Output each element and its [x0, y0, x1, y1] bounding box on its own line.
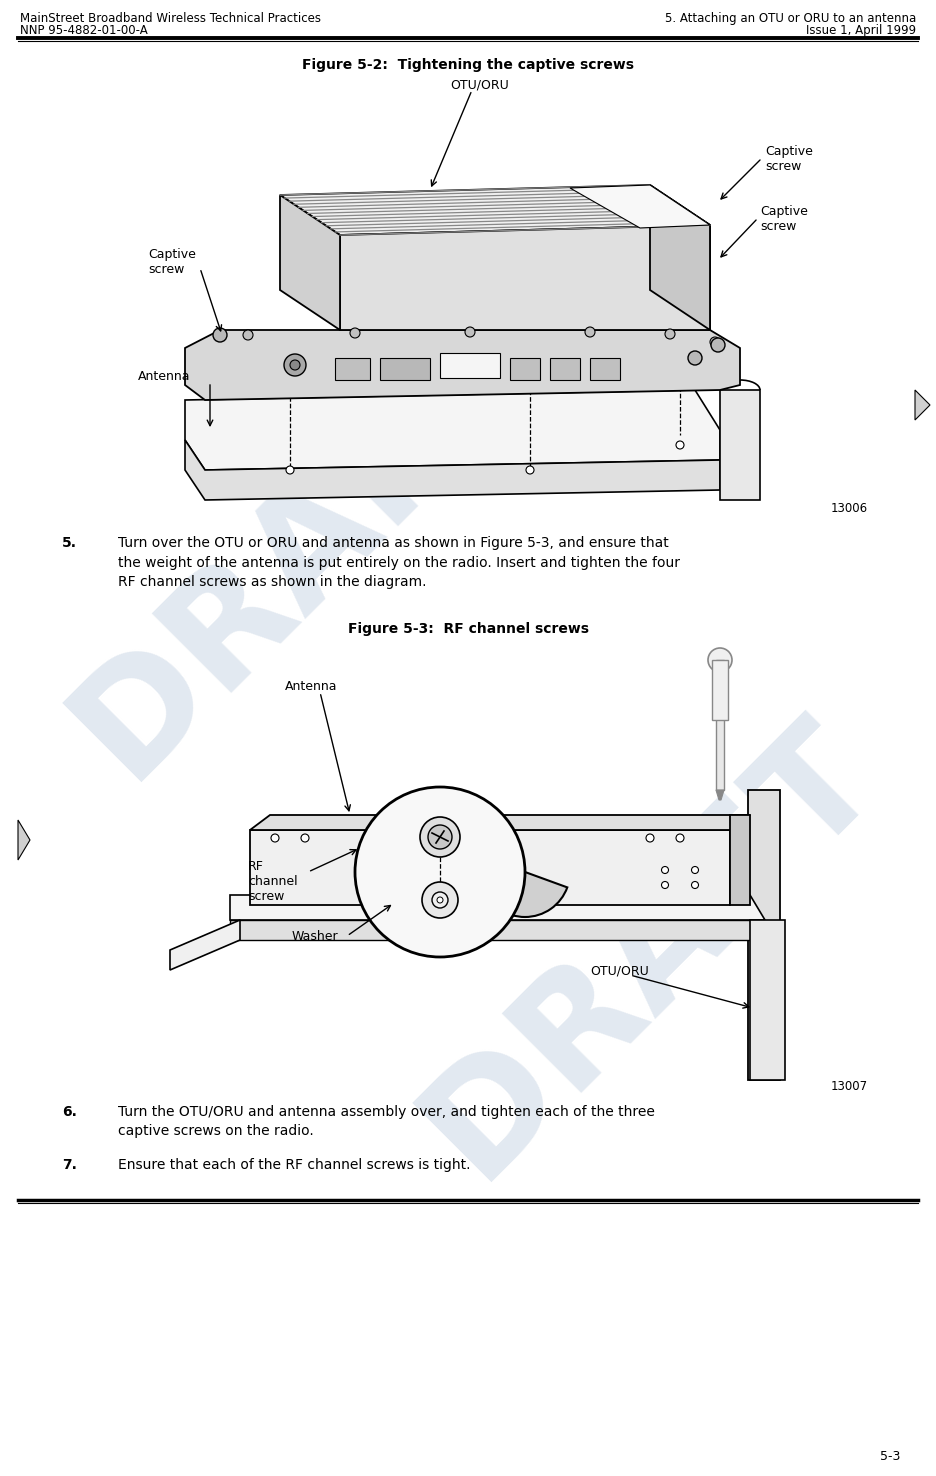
Text: 7.: 7.: [62, 1159, 77, 1172]
Polygon shape: [650, 184, 710, 331]
Polygon shape: [340, 224, 710, 331]
Text: 5-3: 5-3: [880, 1449, 900, 1463]
Text: 5.: 5.: [62, 536, 77, 551]
Bar: [712, 660, 728, 720]
Polygon shape: [716, 790, 724, 800]
Bar: [440, 353, 500, 378]
Circle shape: [213, 328, 227, 342]
Circle shape: [432, 892, 448, 908]
Text: RF
channel
screw: RF channel screw: [248, 861, 298, 903]
Text: MainStreet Broadband Wireless Technical Practices: MainStreet Broadband Wireless Technical …: [20, 12, 321, 25]
Circle shape: [526, 466, 534, 474]
Bar: [335, 359, 370, 379]
Text: DRAFT: DRAFT: [45, 295, 555, 804]
Circle shape: [428, 825, 452, 849]
Bar: [380, 359, 430, 379]
Polygon shape: [280, 195, 340, 331]
Polygon shape: [748, 790, 780, 1080]
Bar: [550, 359, 580, 379]
Polygon shape: [230, 920, 765, 940]
Polygon shape: [750, 920, 785, 1080]
Polygon shape: [185, 331, 740, 400]
Text: 13006: 13006: [831, 502, 868, 515]
Polygon shape: [730, 815, 750, 905]
Circle shape: [692, 866, 698, 874]
Text: Captive
screw: Captive screw: [760, 205, 808, 233]
Polygon shape: [185, 440, 720, 500]
Circle shape: [692, 881, 698, 889]
Circle shape: [243, 331, 253, 339]
Circle shape: [350, 328, 360, 338]
Text: Turn over the OTU or ORU and antenna as shown in Figure 5-3, and ensure that
the: Turn over the OTU or ORU and antenna as …: [118, 536, 680, 589]
Circle shape: [646, 834, 654, 841]
Text: Captive
screw: Captive screw: [765, 145, 812, 173]
Circle shape: [290, 360, 300, 370]
Circle shape: [662, 881, 668, 889]
Circle shape: [711, 338, 725, 351]
Bar: [510, 359, 540, 379]
Polygon shape: [230, 894, 765, 920]
Circle shape: [422, 883, 458, 918]
Text: OTU/ORU: OTU/ORU: [590, 965, 649, 979]
Polygon shape: [250, 830, 730, 905]
Polygon shape: [280, 184, 710, 235]
Circle shape: [585, 328, 595, 337]
Text: NNP 95-4882-01-00-A: NNP 95-4882-01-00-A: [20, 24, 148, 37]
Circle shape: [710, 337, 720, 347]
Text: 6.: 6.: [62, 1106, 77, 1119]
Circle shape: [662, 866, 668, 874]
Circle shape: [355, 787, 525, 956]
Text: Antenna: Antenna: [285, 680, 338, 694]
Polygon shape: [170, 920, 240, 970]
Text: Figure 5-3:  RF channel screws: Figure 5-3: RF channel screws: [347, 621, 589, 636]
Circle shape: [688, 351, 702, 365]
Circle shape: [286, 466, 294, 474]
Circle shape: [676, 834, 684, 841]
Bar: [590, 359, 620, 379]
Circle shape: [437, 897, 443, 903]
Circle shape: [284, 354, 306, 376]
Text: Issue 1, April 1999: Issue 1, April 1999: [806, 24, 916, 37]
Text: Washer: Washer: [292, 930, 339, 943]
Polygon shape: [915, 390, 930, 421]
Circle shape: [301, 834, 309, 841]
Circle shape: [676, 441, 684, 449]
Text: DRAFT: DRAFT: [395, 695, 905, 1204]
Bar: [716, 660, 724, 790]
Polygon shape: [250, 815, 750, 830]
Text: 5. Attaching an OTU or ORU to an antenna: 5. Attaching an OTU or ORU to an antenna: [665, 12, 916, 25]
Circle shape: [271, 834, 279, 841]
Circle shape: [708, 648, 732, 672]
Text: 13007: 13007: [831, 1080, 868, 1094]
Wedge shape: [483, 872, 567, 917]
Circle shape: [420, 818, 460, 858]
Polygon shape: [18, 821, 30, 861]
Text: Antenna: Antenna: [138, 370, 191, 382]
Text: Figure 5-2:  Tightening the captive screws: Figure 5-2: Tightening the captive screw…: [302, 58, 634, 72]
Text: OTU/ORU: OTU/ORU: [450, 78, 509, 92]
Polygon shape: [185, 390, 720, 469]
Text: Captive
screw: Captive screw: [148, 248, 196, 276]
Text: Turn the OTU/ORU and antenna assembly over, and tighten each of the three
captiv: Turn the OTU/ORU and antenna assembly ov…: [118, 1106, 655, 1138]
Polygon shape: [720, 390, 760, 500]
Text: Ensure that each of the RF channel screws is tight.: Ensure that each of the RF channel screw…: [118, 1159, 471, 1172]
Polygon shape: [570, 184, 710, 227]
Circle shape: [465, 328, 475, 337]
Circle shape: [665, 329, 675, 339]
